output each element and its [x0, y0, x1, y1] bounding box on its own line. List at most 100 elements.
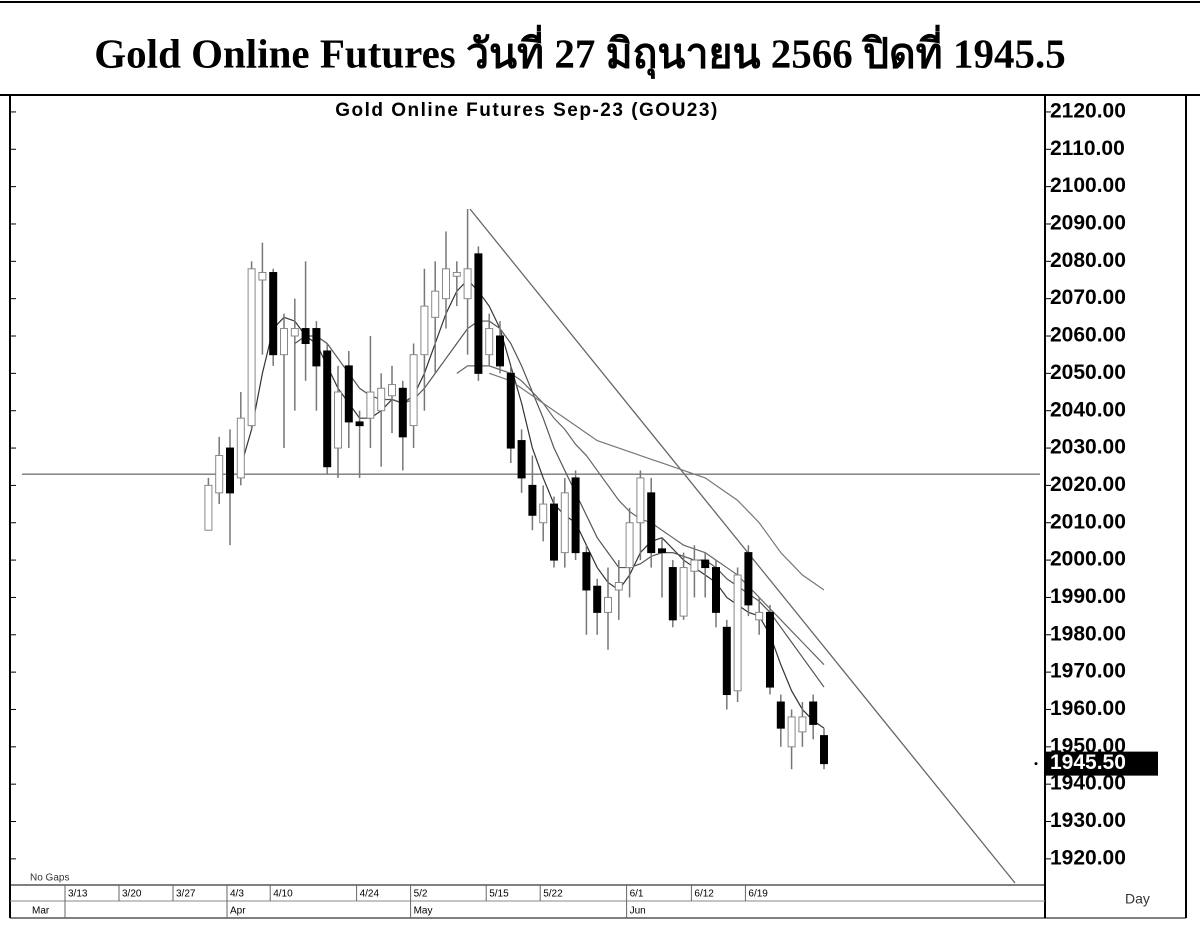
y-tick-label: 1930.00	[1050, 809, 1126, 832]
gap-note: No Gaps	[30, 873, 69, 884]
x-tick-label: 4/24	[360, 889, 380, 900]
x-tick-label: 3/27	[176, 889, 196, 900]
y-tick-label: 2080.00	[1050, 249, 1126, 272]
candle-body	[258, 272, 267, 281]
candle-body	[442, 268, 450, 300]
candle-body	[701, 559, 710, 569]
candle-body	[712, 567, 720, 613]
x-tick-label: 6/1	[630, 889, 644, 900]
period-label: Day	[1125, 891, 1150, 907]
candle-body	[636, 477, 645, 524]
y-tick-label: 2110.00	[1050, 137, 1125, 160]
month-label: May	[414, 906, 433, 917]
y-tick-label: 1940.00	[1050, 772, 1126, 795]
candle-body	[809, 701, 818, 725]
candle-body	[344, 365, 353, 423]
candle-body	[355, 421, 364, 427]
candle-body	[452, 272, 461, 277]
x-tick-label: 3/13	[68, 889, 88, 900]
candle-body	[604, 596, 612, 613]
y-tick-label: 1990.00	[1050, 585, 1126, 608]
candle-body	[787, 716, 796, 748]
y-tick-label: 2010.00	[1050, 510, 1126, 533]
y-tick-label: 2050.00	[1050, 361, 1126, 384]
candle-body	[528, 484, 537, 516]
x-tick-label: 5/2	[414, 889, 428, 900]
candle-body	[420, 305, 429, 356]
candle-body	[550, 503, 558, 561]
x-tick-label: 4/3	[230, 889, 244, 900]
candle-body	[377, 387, 386, 412]
y-tick-label: 1920.00	[1050, 846, 1126, 869]
candle-body	[517, 440, 526, 479]
candle-body	[539, 503, 548, 524]
moving-average	[294, 320, 825, 688]
candle-body	[226, 447, 234, 494]
candle-body	[485, 328, 494, 356]
candle-body	[247, 268, 256, 427]
y-tick-label: 1980.00	[1050, 622, 1126, 645]
candle-body	[290, 328, 299, 337]
candle-body	[722, 626, 731, 696]
last-price-label: 1945.50	[1050, 751, 1126, 774]
candle-body	[280, 328, 288, 356]
candle-body	[366, 391, 375, 419]
x-tick-label: 3/20	[122, 889, 142, 900]
last-price-dot	[1034, 762, 1038, 766]
y-tick-label: 1950.00	[1050, 734, 1126, 757]
candle-body	[236, 417, 245, 479]
x-tick-label: 5/22	[543, 889, 563, 900]
x-tick-label: 6/12	[694, 889, 714, 900]
candle-body	[820, 735, 828, 765]
candle-body	[463, 268, 472, 300]
x-tick-label: 4/10	[273, 889, 293, 900]
x-tick-label: 6/19	[748, 889, 768, 900]
candle-body	[409, 354, 418, 427]
candle-body	[798, 716, 807, 733]
last-price-box	[1046, 751, 1158, 776]
candle-body	[506, 372, 515, 449]
candle-body	[215, 455, 224, 494]
candle-body	[571, 477, 580, 554]
candle-body	[323, 350, 332, 468]
candle-body	[744, 552, 753, 606]
candle-body	[582, 552, 591, 591]
candle-body	[668, 567, 677, 621]
candle-body	[776, 701, 785, 729]
y-tick-label: 2020.00	[1050, 473, 1126, 496]
y-tick-label: 2040.00	[1050, 398, 1126, 421]
candle-body	[614, 581, 623, 591]
candle-body	[679, 567, 688, 617]
y-tick-label: 2090.00	[1050, 212, 1126, 235]
month-label: Mar	[32, 906, 50, 917]
candle-body	[766, 611, 774, 688]
y-tick-label: 1960.00	[1050, 697, 1126, 720]
candle-body	[431, 290, 440, 318]
candle-body	[690, 559, 699, 572]
y-tick-label: 1970.00	[1050, 660, 1126, 683]
moving-average	[489, 372, 825, 591]
candle-body	[301, 328, 310, 344]
candle-body	[560, 492, 569, 554]
candle-body	[269, 272, 278, 356]
chart-title: Gold Online Futures Sep-23 (GOU23)	[335, 100, 719, 121]
y-tick-label: 2100.00	[1050, 174, 1126, 197]
candle-body	[658, 548, 666, 554]
y-tick-label: 2120.00	[1050, 99, 1126, 122]
candle-body	[388, 384, 396, 397]
candle-body	[474, 253, 483, 374]
candle-body	[334, 391, 342, 449]
month-label: Jun	[630, 906, 646, 917]
candle-body	[496, 335, 504, 367]
y-tick-label: 2000.00	[1050, 548, 1126, 571]
candle-body	[625, 522, 634, 569]
candle-body	[204, 484, 213, 531]
candle-body	[647, 492, 656, 554]
candle-body	[593, 585, 602, 613]
candle-body	[755, 611, 764, 621]
y-tick-label: 2060.00	[1050, 324, 1126, 347]
trend-line	[469, 208, 1016, 884]
x-tick-label: 5/15	[489, 889, 509, 900]
y-tick-label: 2030.00	[1050, 436, 1126, 459]
